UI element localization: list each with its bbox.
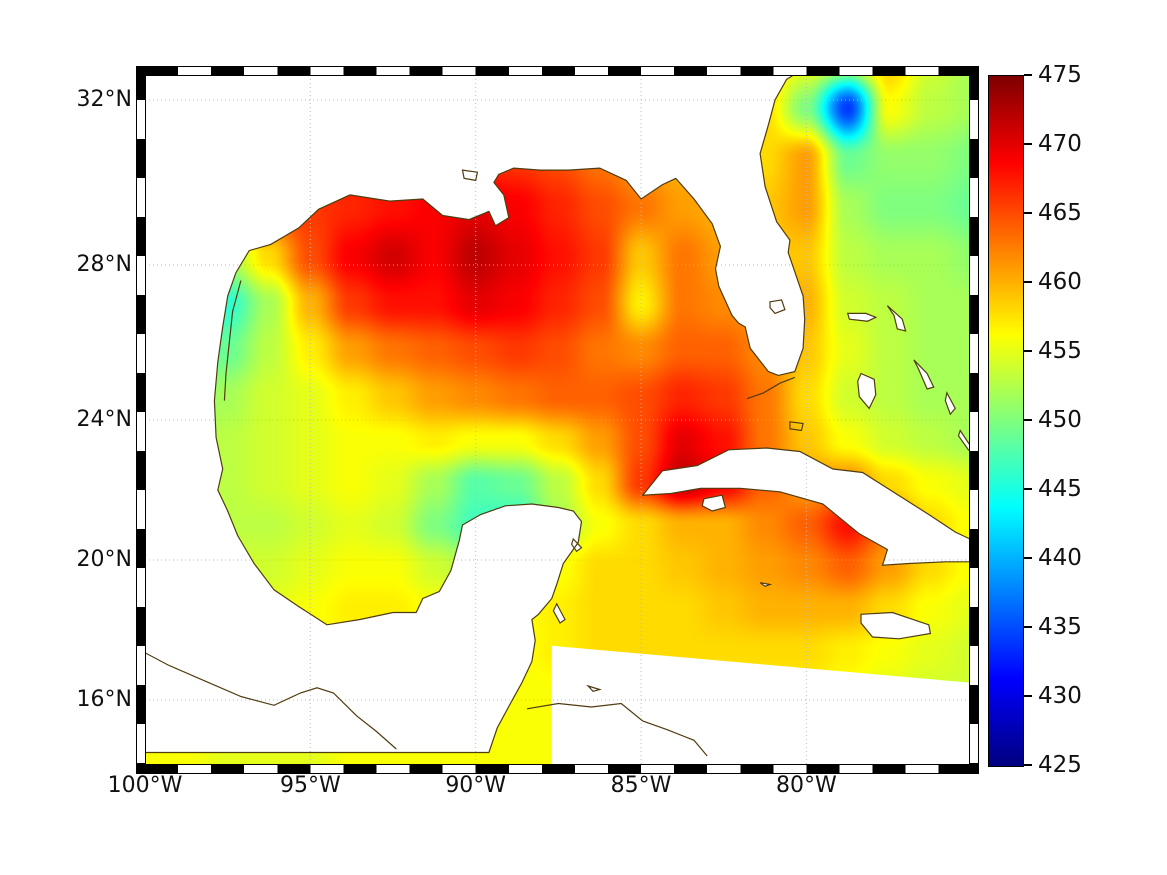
colorbar-tick-label: 435 bbox=[1038, 614, 1082, 640]
cozumel bbox=[570, 537, 583, 553]
lake-okeechobee bbox=[769, 299, 786, 315]
map-frame-right bbox=[969, 66, 979, 774]
jamaica-fill bbox=[861, 612, 931, 639]
map-frame-left bbox=[136, 66, 146, 774]
colorbar-tick-mark bbox=[1024, 212, 1032, 214]
y-tick-label: 32°N bbox=[76, 87, 132, 112]
colorbar-tick-mark bbox=[1024, 419, 1032, 421]
florida-keys bbox=[746, 376, 796, 400]
x-tick-label: 100°W bbox=[107, 773, 183, 798]
lake-pontchartrain-fill bbox=[462, 170, 478, 181]
colorbar bbox=[988, 75, 1024, 767]
x-tick-label: 95°W bbox=[279, 773, 341, 798]
cat-island bbox=[944, 391, 956, 416]
eleuthera bbox=[913, 359, 935, 390]
eleuthera-fill bbox=[913, 359, 934, 389]
colorbar-tick-mark bbox=[1024, 350, 1032, 352]
mainland-coast-fill bbox=[145, 75, 805, 753]
y-tick-label: 20°N bbox=[76, 547, 132, 572]
abaco bbox=[886, 305, 907, 332]
andros bbox=[857, 372, 877, 410]
colorbar-tick-label: 425 bbox=[1038, 752, 1082, 778]
x-tick-label: 85°W bbox=[610, 773, 672, 798]
colorbar-tick-label: 430 bbox=[1038, 683, 1082, 709]
colorbar-tick-mark bbox=[1024, 281, 1032, 283]
long-island-bahamas-fill bbox=[958, 430, 970, 451]
y-tick-label: 24°N bbox=[76, 407, 132, 432]
map-frame-top bbox=[136, 66, 979, 76]
nodata-cut-southeast-fill bbox=[551, 645, 970, 765]
colorbar-tick-label: 445 bbox=[1038, 476, 1082, 502]
colorbar-tick-mark bbox=[1024, 143, 1032, 145]
colorbar-tick-mark bbox=[1024, 74, 1032, 76]
x-tick-label: 90°W bbox=[445, 773, 507, 798]
mainland-coast bbox=[145, 75, 806, 754]
chinchorro-bank bbox=[552, 602, 566, 624]
x-tick-label: 80°W bbox=[776, 773, 837, 798]
chinchorro-bank-fill bbox=[553, 603, 565, 623]
cay-sal-bank bbox=[789, 421, 804, 432]
y-tick-label: 16°N bbox=[76, 687, 132, 712]
grand-bahama bbox=[846, 312, 878, 322]
colorbar-tick-mark bbox=[1024, 557, 1032, 559]
colorbar-tick-mark bbox=[1024, 626, 1032, 628]
colorbar-tick-label: 470 bbox=[1038, 131, 1082, 157]
jamaica bbox=[860, 611, 932, 640]
cat-island-fill bbox=[945, 392, 956, 415]
lake-okeechobee-fill bbox=[770, 299, 785, 314]
padre-island bbox=[223, 280, 242, 401]
colorbar-tick-label: 455 bbox=[1038, 338, 1082, 364]
cuba bbox=[641, 447, 970, 566]
isla-de-la-juventud-fill bbox=[702, 495, 726, 511]
honduras-coast bbox=[526, 702, 708, 757]
colorbar-tick-mark bbox=[1024, 764, 1032, 766]
colorbar-tick-mark bbox=[1024, 488, 1032, 490]
cuba-fill bbox=[642, 448, 970, 566]
lake-pontchartrain bbox=[461, 169, 479, 182]
grand-cayman bbox=[759, 582, 773, 587]
colorbar-tick-mark bbox=[1024, 695, 1032, 697]
colorbar-tick-label: 450 bbox=[1038, 407, 1082, 433]
coastline-grid-overlay bbox=[145, 75, 970, 765]
colorbar-tick-label: 460 bbox=[1038, 269, 1082, 295]
roatan bbox=[586, 684, 602, 692]
isla-de-la-juventud bbox=[701, 494, 727, 512]
colorbar-tick-label: 465 bbox=[1038, 200, 1082, 226]
colorbar-tick-label: 440 bbox=[1038, 545, 1082, 571]
colorbar-tick-label: 475 bbox=[1038, 62, 1082, 88]
pacific-coast bbox=[145, 652, 397, 750]
y-tick-label: 28°N bbox=[76, 252, 132, 277]
